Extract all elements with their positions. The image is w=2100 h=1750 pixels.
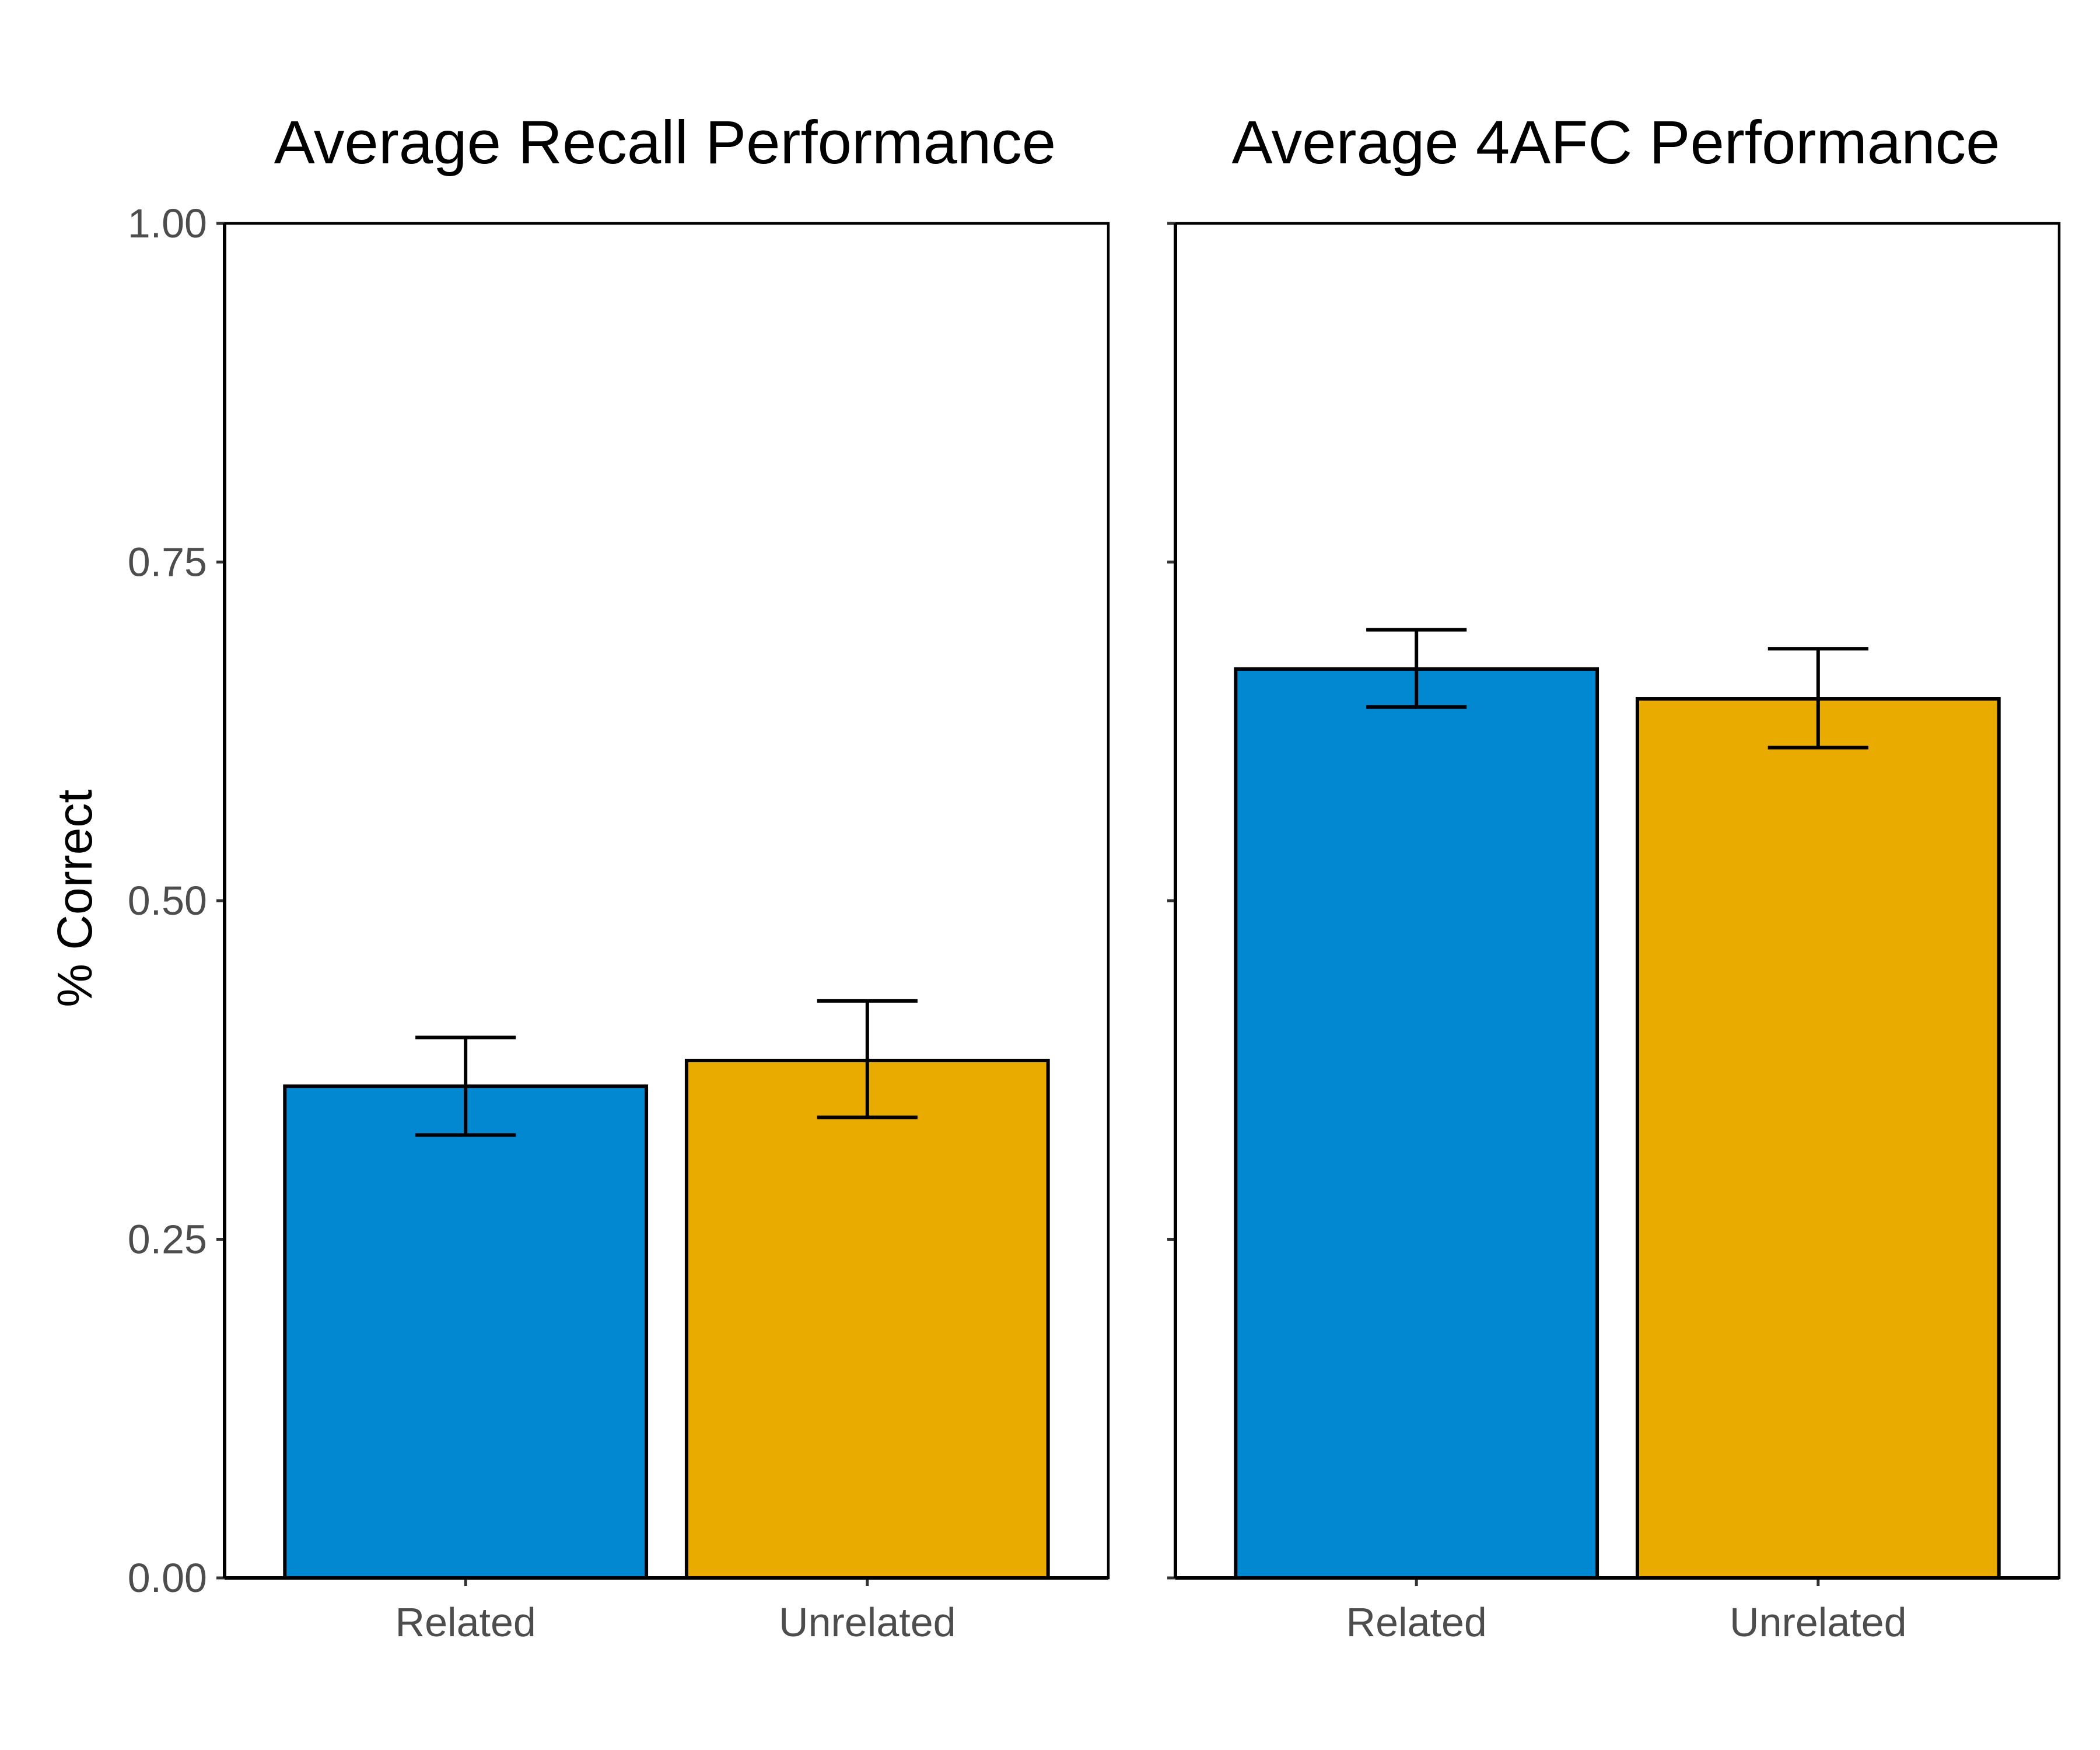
afc-plot-area: Related Unrelated — [1167, 222, 2061, 1645]
recall-plot-area: 0.00 0.25 0.50 0.75 1.00 Related Unrelated — [128, 201, 1110, 1645]
y-tick-label: 0.25 — [128, 1217, 207, 1262]
y-tick-label: 0.50 — [128, 878, 207, 923]
recall-bar-related — [283, 1084, 649, 1580]
x-tick-label: Unrelated — [1730, 1600, 1907, 1645]
recall-bar-unrelated — [684, 1058, 1050, 1580]
recall-panel: Average Recall Performance % Correct 0.0… — [47, 108, 1110, 1645]
afc-error-bar-related — [1366, 628, 1467, 709]
y-tick-label: 0.00 — [128, 1555, 207, 1601]
afc-panel: Average 4AFC Performance Related Unrelate… — [1167, 108, 2061, 1645]
x-tick-label: Related — [1346, 1600, 1487, 1645]
y-tick-label: 1.00 — [128, 201, 207, 246]
y-tick-label: 0.75 — [128, 540, 207, 585]
afc-error-bar-unrelated — [1768, 647, 1868, 750]
recall-error-bar-unrelated — [817, 999, 918, 1119]
afc-bar-unrelated — [1635, 697, 2001, 1580]
recall-panel-title: Average Recall Performance — [274, 108, 1056, 177]
y-axis-title: % Correct — [47, 789, 102, 1007]
recall-error-bar-related — [415, 1035, 516, 1137]
afc-panel-title: Average 4AFC Performance — [1231, 108, 2000, 177]
x-tick-label: Related — [396, 1600, 536, 1645]
afc-bar-related — [1234, 667, 1600, 1580]
x-tick-label: Unrelated — [779, 1600, 956, 1645]
